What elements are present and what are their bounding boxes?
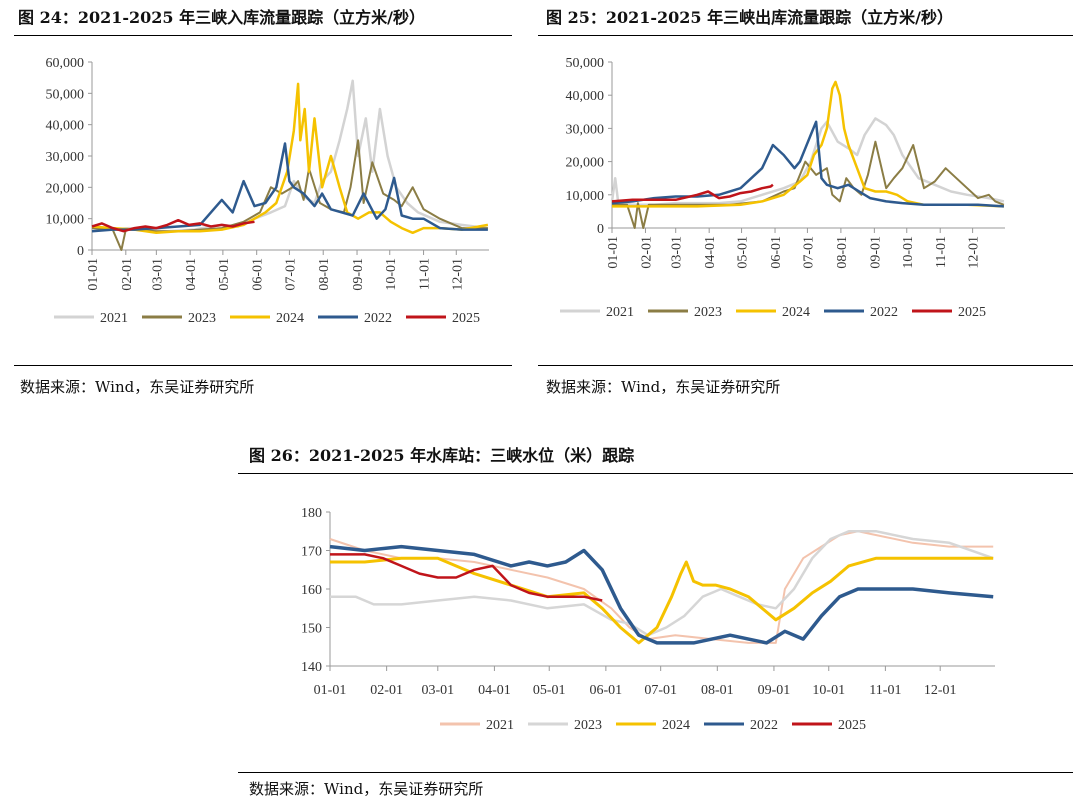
y-tick-label: 20,000 <box>566 156 605 171</box>
x-tick-label: 06-01 <box>590 683 623 698</box>
x-tick-label: 11-01 <box>418 258 433 290</box>
y-tick-label: 10,000 <box>566 189 605 204</box>
x-tick-label: 06-01 <box>769 236 784 269</box>
series-line-2025 <box>91 218 255 233</box>
y-tick-label: 180 <box>301 506 322 521</box>
series-line-2022 <box>611 120 1004 208</box>
bottom-rule-25 <box>538 365 1073 366</box>
title-rule-24 <box>14 35 512 36</box>
water-level-chart: 140 150 160 170 180 01-01 02-01 03-01 04-01 05-01… <box>301 506 995 733</box>
legend-label-2023: 2023 <box>574 718 602 733</box>
chart-title-25: 图 25：2021-2025 年三峡出库流量跟踪（立方米/秒） <box>546 8 953 27</box>
x-tick-label: 11-01 <box>934 236 949 268</box>
x-tick-label: 10-01 <box>384 258 399 291</box>
legend-label-2025: 2025 <box>838 718 866 733</box>
x-tick-label: 02-01 <box>120 258 135 291</box>
legend-label-2022: 2022 <box>870 305 898 320</box>
x-tick-label: 07-01 <box>644 683 677 698</box>
x-tick-label: 06-01 <box>251 258 266 291</box>
y-tick-label: 50,000 <box>566 56 605 71</box>
y-tick-label: 0 <box>597 222 604 237</box>
bottom-rule-26 <box>238 772 1073 773</box>
x-tick-label: 07-01 <box>283 258 298 291</box>
x-tick-label: 05-01 <box>533 683 566 698</box>
legend-label-2022: 2022 <box>750 718 778 733</box>
x-tick-label: 12-01 <box>924 683 957 698</box>
y-tick-label: 40,000 <box>566 89 605 104</box>
x-tick-label: 04-01 <box>184 258 199 291</box>
x-tick-label: 05-01 <box>736 236 751 269</box>
x-tick-label: 08-01 <box>835 236 850 269</box>
x-tick-label: 03-01 <box>150 258 165 291</box>
y-tick-label: 170 <box>301 545 322 560</box>
series-line-2025 <box>330 553 603 602</box>
outflow-chart: 0 10,000 20,000 30,000 40,000 50,000 01-01 02-0… <box>560 56 1005 320</box>
x-tick-label: 01-01 <box>314 683 347 698</box>
series-line-2024 <box>612 80 1004 208</box>
x-tick-label: 12-01 <box>967 236 982 269</box>
source-note-26: 数据来源：Wind，东吴证券研究所 <box>249 780 484 798</box>
y-tick-label: 50,000 <box>46 87 85 102</box>
chart-title-26: 图 26：2021-2025 年水库站：三峡水位（米）跟踪 <box>249 446 635 465</box>
x-tick-label: 10-01 <box>812 683 845 698</box>
legend-label-2023: 2023 <box>188 311 216 326</box>
series-line-2023 <box>330 530 994 637</box>
x-tick-label: 09-01 <box>868 236 883 269</box>
legend-label-2024: 2024 <box>662 718 690 733</box>
y-tick-label: 40,000 <box>46 119 85 134</box>
y-tick-label: 20,000 <box>46 181 85 196</box>
x-tick-label: 01-01 <box>86 258 101 291</box>
x-tick-label: 08-01 <box>701 683 734 698</box>
legend-label-2025: 2025 <box>452 311 480 326</box>
series-line-2025 <box>611 183 774 203</box>
legend-label-2021: 2021 <box>486 718 514 733</box>
inflow-chart: 0 10,000 20,000 30,000 40,000 50,000 60,000 01-… <box>46 56 489 326</box>
series-line-2023 <box>612 140 1005 229</box>
series-line-2022 <box>91 142 488 233</box>
y-tick-label: 30,000 <box>46 150 85 165</box>
x-tick-label: 02-01 <box>370 683 403 698</box>
x-tick-label: 07-01 <box>801 236 816 269</box>
x-tick-label: 09-01 <box>351 258 366 291</box>
legend-label-2021: 2021 <box>100 311 128 326</box>
title-rule-26 <box>238 473 1073 474</box>
x-tick-label: 12-01 <box>450 258 465 291</box>
series-line-2022 <box>329 544 994 645</box>
x-tick-label: 10-01 <box>901 236 916 269</box>
x-tick-label: 05-01 <box>217 258 232 291</box>
y-tick-label: 160 <box>301 583 322 598</box>
series-line-2024 <box>91 82 489 235</box>
y-tick-label: 60,000 <box>46 56 85 71</box>
source-note-25: 数据来源：Wind，东吴证券研究所 <box>546 378 781 396</box>
x-tick-label: 09-01 <box>758 683 791 698</box>
x-tick-label: 08-01 <box>317 258 332 291</box>
y-tick-label: 150 <box>301 622 322 637</box>
y-tick-label: 140 <box>301 660 322 675</box>
legend-label-2022: 2022 <box>364 311 392 326</box>
x-tick-label: 03-01 <box>421 683 454 698</box>
x-tick-label: 01-01 <box>606 236 621 269</box>
legend-label-2024: 2024 <box>276 311 304 326</box>
x-tick-label: 04-01 <box>703 236 718 269</box>
x-tick-label: 11-01 <box>869 683 901 698</box>
bottom-rule-24 <box>14 365 512 366</box>
legend-label-2021: 2021 <box>606 305 634 320</box>
chart-title-24: 图 24：2021-2025 年三峡入库流量跟踪（立方米/秒） <box>18 8 425 27</box>
legend-label-2024: 2024 <box>782 305 810 320</box>
x-tick-label: 02-01 <box>639 236 654 269</box>
legend-label-2023: 2023 <box>694 305 722 320</box>
x-tick-label: 04-01 <box>478 683 511 698</box>
series-line-2024 <box>330 556 994 645</box>
title-rule-25 <box>538 35 1073 36</box>
source-note-24: 数据来源：Wind，东吴证券研究所 <box>20 378 255 396</box>
x-tick-label: 03-01 <box>670 236 685 269</box>
y-tick-label: 0 <box>77 244 84 259</box>
y-tick-label: 10,000 <box>46 213 85 228</box>
y-tick-label: 30,000 <box>566 122 605 137</box>
series-line-2021 <box>610 117 1005 207</box>
legend-label-2025: 2025 <box>958 305 986 320</box>
